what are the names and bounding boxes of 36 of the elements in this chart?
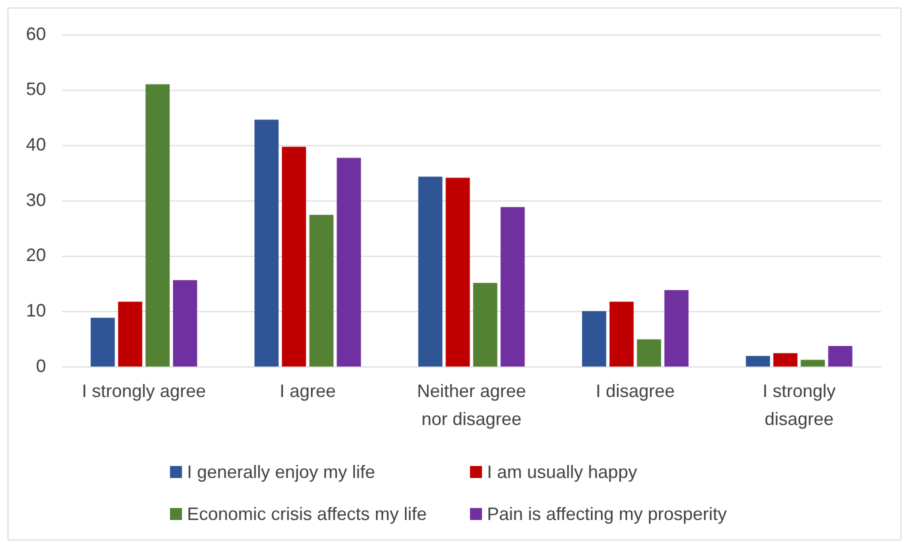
bar	[90, 318, 115, 367]
bar	[500, 207, 525, 367]
legend-label: Economic crisis affects my life	[187, 504, 427, 524]
bar	[309, 214, 334, 367]
x-tick-label: I strongly disagree	[762, 381, 836, 429]
y-tick-label: 10	[26, 300, 46, 320]
y-tick-label: 60	[26, 24, 46, 44]
y-tick-label: 0	[36, 356, 46, 376]
y-tick-label: 30	[26, 190, 46, 210]
bar	[582, 311, 606, 367]
bar	[828, 346, 852, 367]
bar	[610, 302, 634, 367]
y-tick-label: 40	[26, 134, 46, 154]
bar	[418, 176, 442, 367]
legend-label: I am usually happy	[487, 462, 638, 482]
x-tick-label: I disagree	[596, 381, 675, 401]
bar	[636, 339, 662, 367]
bar	[664, 290, 689, 367]
y-tick-label: 20	[26, 245, 46, 266]
bar	[118, 302, 142, 367]
y-tick-label: 50	[26, 79, 46, 100]
legend-label: I generally enjoy my life	[187, 462, 376, 482]
bar	[800, 360, 825, 367]
x-tick-label: I agree	[280, 381, 336, 401]
bar	[446, 178, 470, 367]
x-tick-label: I strongly agree	[82, 381, 206, 401]
bar	[172, 280, 198, 367]
bar	[746, 356, 770, 367]
bar	[773, 353, 798, 367]
bar	[254, 120, 279, 367]
bar	[336, 158, 361, 367]
bar	[282, 146, 306, 367]
bar	[473, 282, 498, 367]
legend-label: Pain is affecting my prosperity	[487, 504, 727, 524]
x-tick-label: Neither agree nor disagree	[416, 381, 526, 429]
bar	[146, 84, 170, 367]
